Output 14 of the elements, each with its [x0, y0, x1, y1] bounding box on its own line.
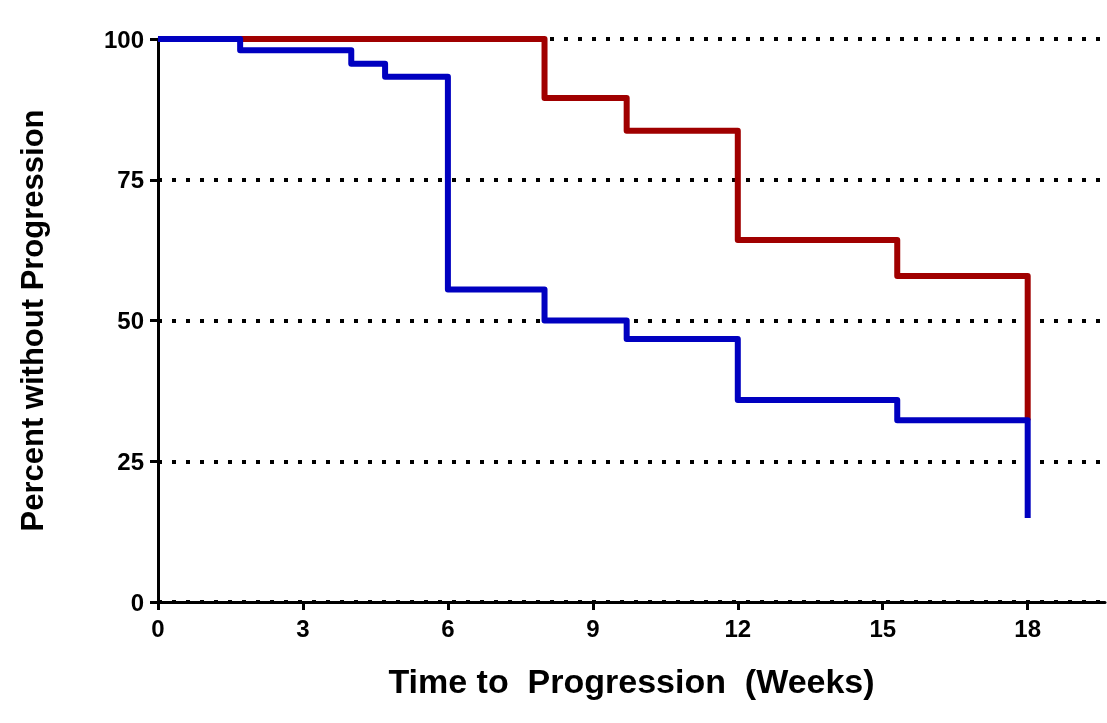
y-tick-label: 50: [117, 307, 144, 334]
y-tick-label: 0: [130, 588, 144, 616]
y-tick-label: 75: [117, 166, 144, 194]
y-tick-label: 25: [117, 447, 144, 475]
x-axis-title: Time to Progression (Weeks): [388, 662, 875, 700]
x-tick-label: 6: [441, 614, 455, 642]
x-tick-label: 18: [1014, 614, 1042, 642]
y-tick-label: 100: [103, 25, 144, 53]
x-tick-label: 15: [869, 614, 897, 642]
x-tick-label: 0: [151, 614, 165, 642]
y-axis-title: Percent without Progression: [15, 109, 50, 532]
x-tick-label: 12: [724, 614, 752, 642]
x-tick-label: 9: [586, 614, 600, 642]
x-tick-label: 3: [296, 614, 310, 642]
